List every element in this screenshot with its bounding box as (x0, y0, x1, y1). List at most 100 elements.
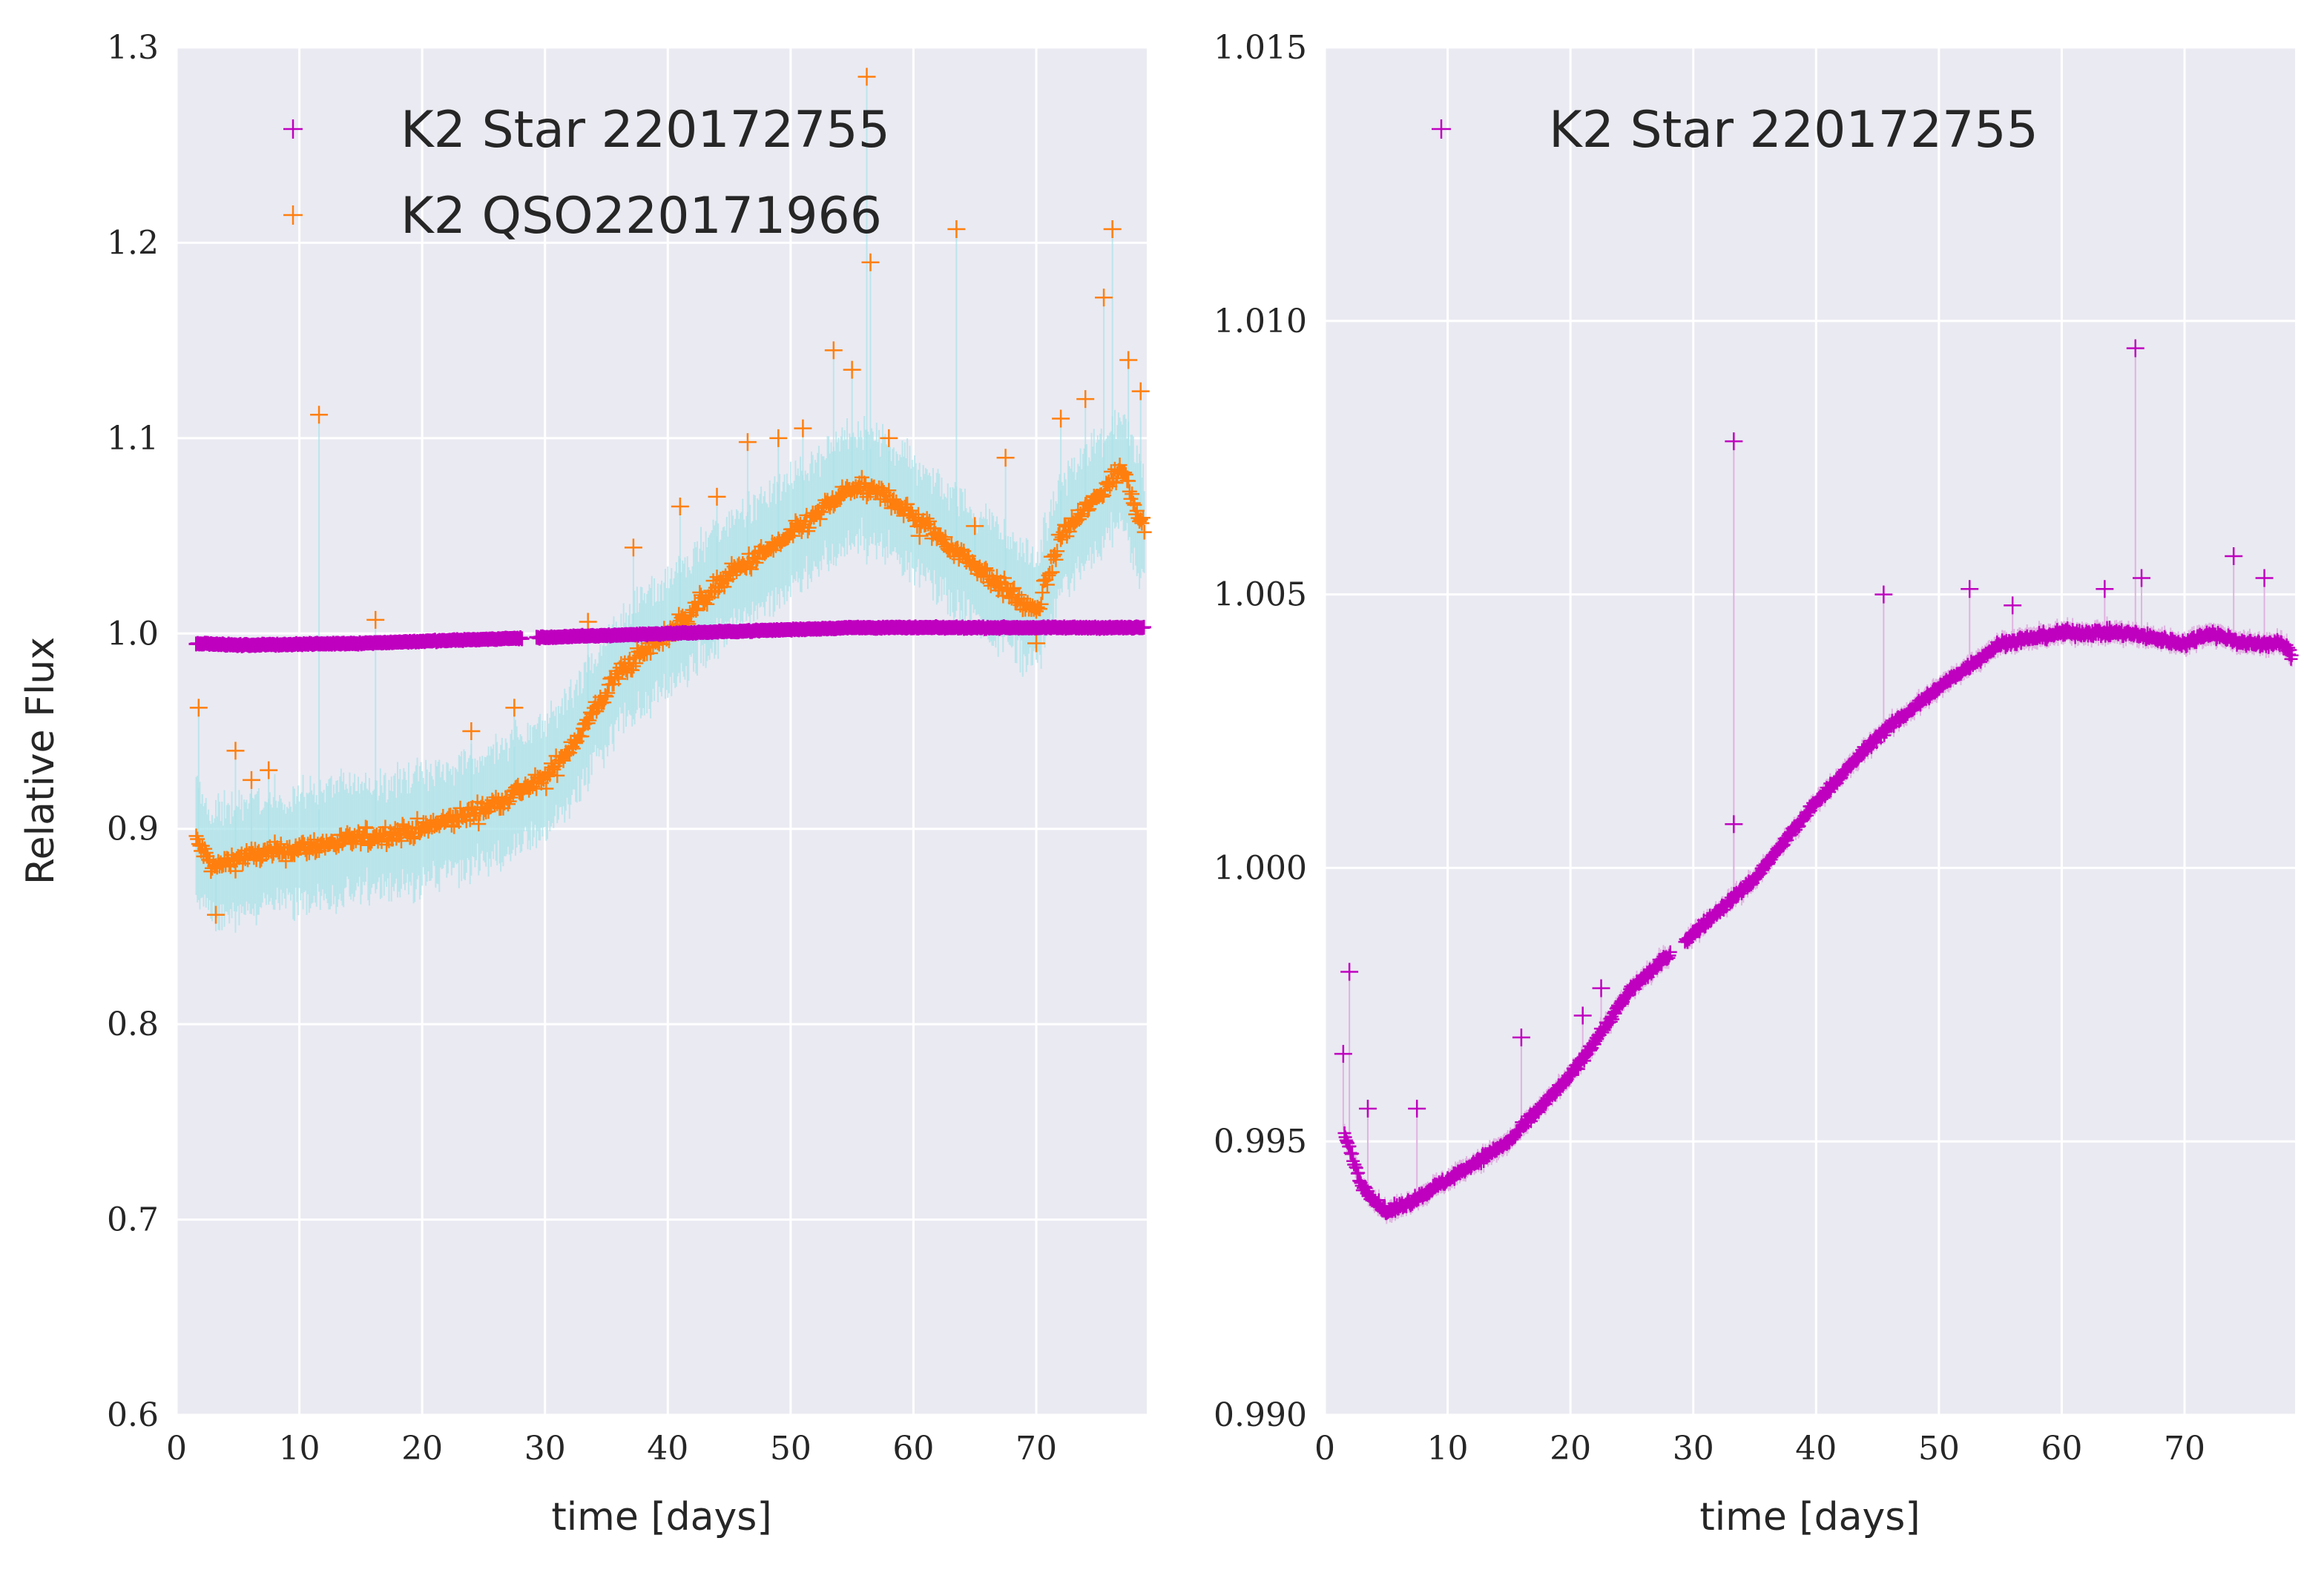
legend-marker-star (1432, 119, 1451, 139)
y-tick-label: 1.010 (1214, 303, 1307, 340)
star-outlier-point (1408, 1099, 1426, 1118)
star-point (2285, 648, 2299, 662)
qso-point (582, 713, 597, 728)
qso-outlier-point (843, 360, 861, 379)
qso-point (1048, 552, 1064, 567)
right-legend: K2 Star 220172755 (1432, 101, 2038, 159)
qso-point (699, 596, 715, 612)
qso-outlier-point (1076, 390, 1095, 409)
qso-outlier-point (966, 517, 984, 535)
star-outlier-point (1874, 585, 1893, 604)
qso-point (826, 498, 841, 514)
left-x-tick-labels: 0 10 20 30 40 50 60 70 (166, 1430, 1057, 1468)
right-data-points (1334, 339, 2299, 1221)
qso-point (503, 790, 519, 805)
star-outlier-point (1512, 1029, 1530, 1047)
qso-point (1118, 466, 1133, 482)
x-tick-label: 70 (2164, 1430, 2205, 1468)
qso-outlier-point (769, 429, 788, 447)
qso-outlier-point (189, 699, 208, 717)
qso-point (1127, 497, 1142, 512)
qso-point (1011, 587, 1027, 603)
star-outlier-point (1358, 1099, 1377, 1118)
qso-point (978, 561, 994, 576)
left-y-tick-labels: 0.6 0.7 0.8 0.9 1.0 1.1 1.2 1.3 (107, 29, 159, 1434)
qso-point (393, 834, 409, 849)
x-tick-label: 0 (1314, 1430, 1335, 1468)
qso-point (359, 820, 375, 836)
qso-outlier-point (1131, 382, 1150, 400)
qso-outlier-point (505, 699, 524, 717)
qso-point (1030, 599, 1045, 615)
qso-outlier-point (671, 498, 689, 516)
y-tick-label: 0.990 (1214, 1396, 1307, 1434)
qso-point (501, 793, 517, 809)
x-tick-label: 30 (1673, 1430, 1714, 1468)
right-plot-area (1325, 47, 2295, 1415)
qso-point (1132, 514, 1148, 529)
qso-point (833, 489, 849, 504)
qso-point (1108, 475, 1124, 491)
qso-point (1095, 489, 1110, 504)
star-outlier-point (1725, 432, 1743, 451)
qso-point (600, 685, 616, 701)
x-tick-label: 70 (1015, 1430, 1057, 1468)
star-outlier-point (1725, 815, 1743, 834)
qso-point (596, 695, 612, 710)
qso-point (471, 816, 487, 832)
y-tick-label: 0.995 (1214, 1123, 1307, 1161)
y-tick-label: 1.0 (107, 615, 159, 653)
right-x-tick-labels: 0 10 20 30 40 50 60 70 (1314, 1430, 2205, 1468)
qso-point (329, 839, 344, 855)
qso-point (1125, 486, 1140, 502)
star-point (1136, 619, 1152, 635)
qso-point (273, 836, 289, 852)
qso-point (1065, 515, 1081, 530)
qso-point (599, 689, 614, 704)
qso-point (539, 781, 554, 796)
star-outlier-point (2225, 547, 2243, 565)
qso-outlier-point (794, 419, 812, 438)
left-legend: K2 Star 220172755 K2 QSO220171966 (283, 101, 890, 245)
left-legend-label-qso: K2 QSO220171966 (401, 187, 882, 245)
qso-point (278, 854, 294, 869)
qso-point (1117, 465, 1133, 481)
qso-outlier-point (1095, 288, 1113, 307)
qso-point (466, 808, 481, 824)
qso-outlier-point (947, 220, 966, 238)
star-outlier-point (1961, 580, 1979, 598)
star-outlier-point (1340, 963, 1359, 981)
qso-point (1033, 596, 1049, 612)
qso-point (608, 669, 623, 684)
y-tick-label: 1.015 (1214, 29, 1307, 67)
star-point (1663, 945, 1677, 959)
qso-point (580, 716, 596, 731)
qso-outlier-point (462, 722, 481, 740)
qso-point (444, 817, 459, 833)
qso-point (1133, 512, 1148, 527)
x-tick-label: 0 (166, 1430, 187, 1468)
qso-point (501, 796, 516, 812)
qso-point (340, 825, 355, 840)
y-tick-label: 0.8 (107, 1006, 159, 1043)
x-tick-label: 60 (892, 1430, 934, 1468)
qso-point (938, 529, 953, 545)
qso-point (1136, 510, 1151, 526)
qso-point (194, 838, 210, 854)
qso-point (265, 848, 280, 864)
x-tick-label: 20 (401, 1430, 443, 1468)
qso-outlier-point (1119, 351, 1138, 369)
star-point (514, 631, 530, 647)
qso-outlier-point (579, 613, 597, 631)
qso-outlier-point (996, 449, 1015, 467)
right-legend-label-star: K2 Star 220172755 (1549, 101, 2038, 159)
qso-point (1003, 584, 1018, 599)
qso-point (327, 837, 343, 853)
qso-point (1136, 524, 1152, 540)
qso-point (308, 845, 323, 860)
qso-point (953, 542, 969, 558)
y-tick-label: 1.3 (107, 29, 159, 67)
qso-point (1039, 577, 1055, 593)
qso-point (717, 579, 732, 595)
